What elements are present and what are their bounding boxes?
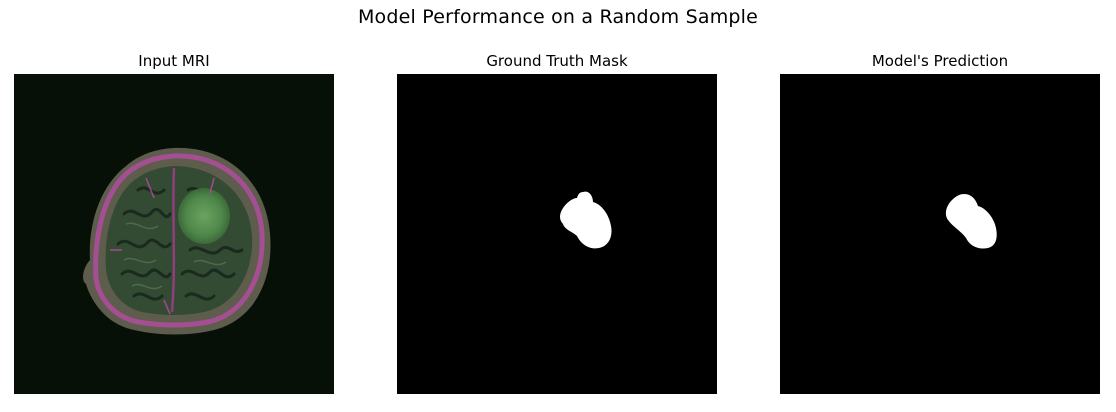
panel-title-prediction: Model's Prediction: [871, 52, 1009, 70]
ground-truth-mask-image: [397, 74, 717, 394]
figure-title: Model Performance on a Random Sample: [357, 6, 759, 28]
panel-title-ground-truth: Ground Truth Mask: [486, 52, 628, 70]
panel-title-input-mri: Input MRI: [138, 52, 210, 70]
prediction-mask-region: [945, 194, 997, 249]
ground-truth-mask-region: [560, 191, 612, 249]
prediction-mask-image: [780, 74, 1100, 394]
input-mri-image: [14, 74, 334, 394]
